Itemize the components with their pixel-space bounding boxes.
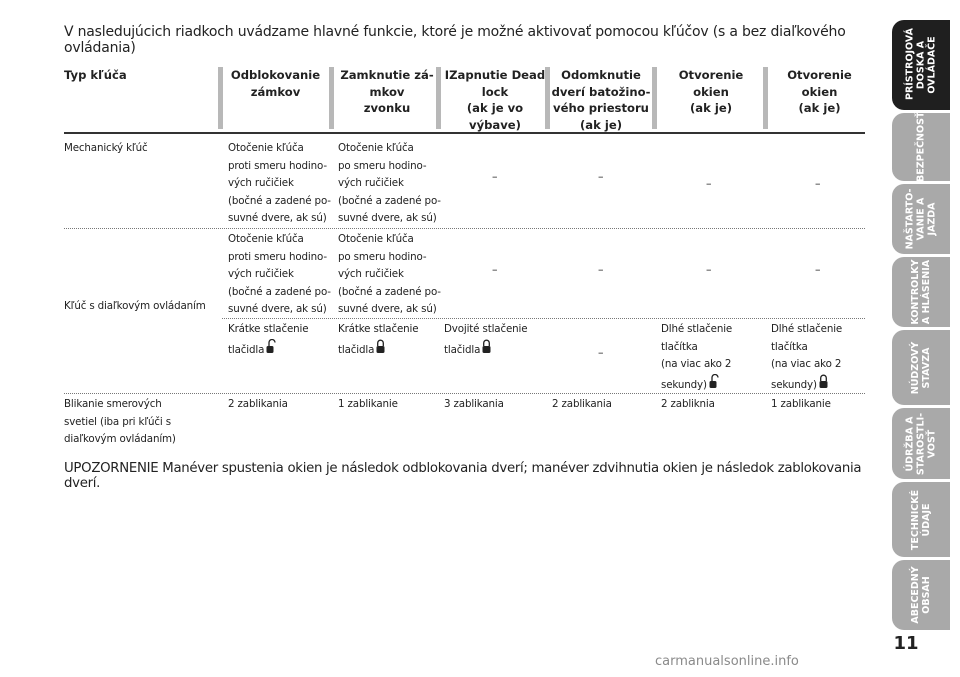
header-rule bbox=[64, 132, 865, 134]
header-key-type: Typ kľúča bbox=[64, 68, 127, 82]
cell-ind-unlock: 2 zablikania bbox=[228, 398, 288, 410]
watermark: carmanualsonline.info bbox=[655, 654, 799, 669]
tab-label: KONTROLKY A HLÁSENIA bbox=[910, 259, 932, 325]
cell-mech-trunk: – bbox=[598, 170, 604, 183]
tab-bezpecnost[interactable]: BEZPEČNOSŤ bbox=[892, 111, 950, 182]
tab-nastartovanie[interactable]: NAŠTARTO- VANIE A JAZDA bbox=[892, 184, 950, 254]
row-divider bbox=[64, 393, 865, 394]
cell-remote-btn-windows-open-text: Dlhé stlačenie tlačítka (na viac ako 2 s… bbox=[661, 323, 733, 391]
cell-remote-key-windows-open: – bbox=[706, 263, 712, 276]
header-windows-close: Otvorenie okien (ak je) bbox=[787, 68, 852, 116]
header-unlock: Odblokovanie zámkov bbox=[230, 68, 321, 99]
page-number: 11 bbox=[893, 633, 919, 654]
cell-mech-windows-open: – bbox=[706, 177, 712, 190]
cell-ind-lock: 1 zablikanie bbox=[338, 398, 398, 410]
tab-technicke-udaje[interactable]: TECHNICKÉ ÚDAJE bbox=[892, 482, 950, 557]
open-padlock-icon bbox=[709, 373, 719, 396]
tab-udrzba[interactable]: ÚDRŽBA A STAROSTLI- VOSŤ bbox=[892, 408, 950, 479]
cell-remote-btn-lock: Krátke stlačenie tlačidla bbox=[338, 321, 419, 361]
row-label-remote-key: Kľúč s diaľkovým ovládaním bbox=[64, 300, 206, 312]
tab-label: NAŠTARTO- VANIE A JAZDA bbox=[904, 188, 938, 250]
tab-abecedny-obsah[interactable]: ABECEDNÝ OBSAH bbox=[892, 560, 950, 630]
closed-padlock-icon bbox=[819, 374, 828, 396]
tab-label: ÚDRŽBA A STAROSTLI- VOSŤ bbox=[904, 412, 938, 475]
cell-mech-windows-close: – bbox=[815, 177, 821, 190]
header-lock: Zamknutie zá- mkov zvonku bbox=[340, 68, 434, 116]
row-divider bbox=[222, 318, 865, 319]
tab-label: ABECEDNÝ OBSAH bbox=[910, 566, 932, 624]
tab-label: BEZPEČNOSŤ bbox=[915, 111, 927, 182]
closed-padlock-icon bbox=[482, 339, 491, 361]
tab-pristrojova-doska[interactable]: PRÍSTROJOVÁ DOSKA A OVLÁDAČE bbox=[892, 20, 950, 110]
header-separator bbox=[545, 67, 550, 129]
header-trunk: Odomknutie dverí batožino- vého priestor… bbox=[551, 68, 651, 132]
cell-ind-windows-close: 1 zablikanie bbox=[771, 398, 831, 410]
closed-padlock-icon bbox=[376, 339, 385, 361]
header-separator bbox=[652, 67, 657, 129]
header-windows-open: Otvorenie okien (ak je) bbox=[678, 68, 744, 116]
cell-remote-btn-windows-close-text: Dlhé stlačenie tlačítka (na viac ako 2 s… bbox=[771, 323, 843, 391]
tab-nudzovy-stav[interactable]: NÚDZOVÝ STAVZA bbox=[892, 330, 950, 405]
intro-text: V nasledujúcich riadkoch uvádzame hlavné… bbox=[64, 24, 846, 56]
row-label-mechanical-key: Mechanický kľúč bbox=[64, 142, 148, 154]
open-padlock-icon bbox=[266, 338, 276, 361]
tab-kontrolky[interactable]: KONTROLKY A HLÁSENIA bbox=[892, 257, 950, 327]
cell-remote-btn-lock-text: Krátke stlačenie tlačidla bbox=[338, 323, 419, 356]
cell-remote-btn-unlock: Krátke stlačenie tlačidla bbox=[228, 321, 309, 361]
tab-label: PRÍSTROJOVÁ DOSKA A OVLÁDAČE bbox=[904, 28, 938, 100]
header-separator bbox=[218, 67, 223, 129]
cell-remote-btn-windows-close: Dlhé stlačenie tlačítka (na viac ako 2 s… bbox=[771, 321, 842, 395]
cell-remote-key-trunk: – bbox=[598, 263, 604, 276]
header-deadlock: IZapnutie Dead lock (ak je vo výbave) bbox=[444, 68, 546, 132]
tab-label: TECHNICKÉ ÚDAJE bbox=[910, 489, 932, 550]
cell-mech-deadlock: – bbox=[492, 170, 498, 183]
cell-remote-key-unlock: Otočenie kľúča proti smeru hodino- vých … bbox=[228, 233, 331, 315]
cell-remote-btn-unlock-text: Krátke stlačenie tlačidla bbox=[228, 323, 309, 356]
cell-remote-btn-deadlock: Dvojité stlačenie tlačidla bbox=[444, 321, 528, 361]
cell-remote-btn-windows-open: Dlhé stlačenie tlačítka (na viac ako 2 s… bbox=[661, 321, 732, 395]
cell-remote-key-windows-close: – bbox=[815, 263, 821, 276]
row-label-indicators: Blikanie smerových svetiel (iba pri kľúč… bbox=[64, 398, 176, 445]
cell-mech-unlock: Otočenie kľúča proti smeru hodino- vých … bbox=[228, 142, 331, 224]
cell-ind-windows-open: 2 zabliknia bbox=[661, 398, 715, 410]
cell-remote-key-lock: Otočenie kľúča po smeru hodino- vých ruč… bbox=[338, 233, 441, 315]
cell-mech-lock: Otočenie kľúča po smeru hodino- vých ruč… bbox=[338, 142, 441, 224]
header-separator bbox=[436, 67, 441, 129]
cell-remote-btn-trunk: – bbox=[598, 346, 604, 359]
cell-remote-btn-deadlock-text: Dvojité stlačenie tlačidla bbox=[444, 323, 528, 356]
row-divider bbox=[64, 228, 865, 229]
header-separator bbox=[329, 67, 334, 129]
header-separator bbox=[763, 67, 768, 129]
tab-label: NÚDZOVÝ STAVZA bbox=[910, 341, 932, 394]
cell-ind-trunk: 2 zablikania bbox=[552, 398, 612, 410]
cell-remote-key-deadlock: – bbox=[492, 263, 498, 276]
warning-note: UPOZORNENIE Manéver spustenia okien je n… bbox=[64, 461, 862, 491]
cell-ind-deadlock: 3 zablikania bbox=[444, 398, 504, 410]
